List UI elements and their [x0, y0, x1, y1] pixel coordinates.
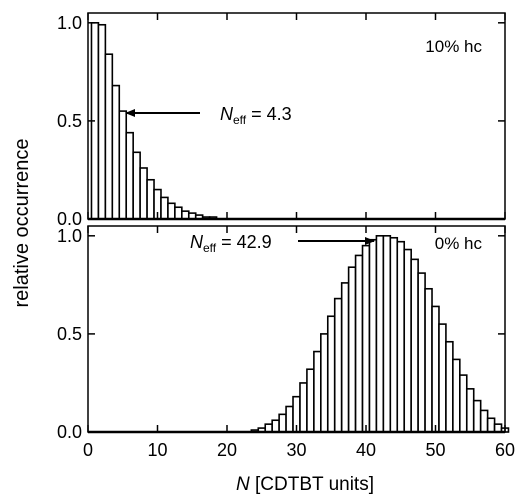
bar-top-2: [97, 23, 107, 220]
bar-top-7: [132, 151, 141, 220]
y-tick-label-bottom: 0.5: [57, 324, 82, 344]
x-tick-label: 20: [217, 440, 237, 460]
bar-bottom-41: [368, 238, 378, 433]
bottom-panel: 0.0 0.5 1.0 0 10 20 30 40 50 60 0% hc Neff = 42.9: [57, 225, 515, 460]
bar-bottom-51: [438, 323, 447, 433]
bar-bottom-37: [340, 282, 350, 433]
bar-bottom-31: [299, 382, 308, 433]
y-tick-label-top: 0.0: [57, 209, 82, 229]
bar-bottom-34: [320, 333, 329, 433]
y-tick-label-bottom: 1.0: [57, 226, 82, 246]
y-axis-label: relative occurrence: [11, 139, 33, 308]
top-panel: 0.0 0.5 1.0 10% hc Neff = 4.3: [57, 12, 506, 229]
bar-bottom-36: [333, 297, 343, 433]
bar-bottom-39: [354, 254, 364, 433]
x-axis-label-units: [CDTBT units]: [250, 474, 374, 495]
annotation-subscript: eff: [203, 241, 217, 255]
annotation-top: Neff = 4.3: [220, 104, 292, 127]
bar-bottom-33: [313, 350, 322, 433]
annotation-symbol: N: [190, 232, 204, 252]
annotation-symbol: N: [220, 104, 234, 124]
bar-bottom-48: [417, 272, 426, 433]
y-tick-label-bottom: 0.0: [57, 422, 82, 442]
annotation-subscript: eff: [233, 113, 247, 127]
y-tick-label-top: 1.0: [57, 13, 82, 33]
bar-top-3: [104, 53, 114, 220]
bar-bottom-52: [445, 340, 454, 433]
bar-top-4: [111, 84, 121, 220]
bar-bottom-58: [486, 417, 496, 433]
bar-bottom-54: [459, 374, 468, 433]
annotation-value: = 42.9: [216, 232, 272, 252]
bar-bottom-32: [306, 368, 315, 433]
x-tick-label: 60: [495, 440, 515, 460]
bar-bottom-44: [389, 236, 399, 433]
bar-bottom-27: [271, 419, 280, 433]
bar-bottom-43: [382, 235, 392, 433]
panel-label-top: 10% hc: [425, 37, 482, 56]
bar-bottom-42: [375, 235, 385, 433]
panel-label-bottom: 0% hc: [435, 234, 483, 253]
bar-bottom-35: [326, 315, 336, 433]
bar-bottom-38: [347, 266, 357, 433]
bar-bottom-55: [465, 388, 475, 433]
annotation-bottom: Neff = 42.9: [190, 232, 272, 255]
x-tick-label: 40: [356, 440, 376, 460]
bar-bottom-29: [285, 405, 294, 433]
x-tick-label: 0: [83, 440, 93, 460]
bar-bottom-40: [361, 244, 371, 433]
x-tick-label: 50: [425, 440, 445, 460]
bar-top-5: [118, 110, 128, 220]
bar-bottom-28: [278, 413, 287, 433]
bar-top-11: [160, 196, 169, 220]
bar-top-6: [125, 131, 134, 220]
x-axis-label-variable: N: [236, 474, 250, 495]
bar-bottom-46: [403, 248, 412, 433]
annotation-value: = 4.3: [246, 104, 292, 124]
bar-bottom-45: [396, 240, 406, 433]
bar-top-9: [146, 178, 155, 220]
bar-bottom-57: [479, 409, 489, 433]
bar-top-13: [174, 206, 183, 220]
bar-bottom-49: [424, 287, 433, 433]
bar-bottom-56: [472, 399, 482, 433]
x-tick-label: 10: [147, 440, 167, 460]
x-axis-label: N [CDTBT units]: [236, 474, 374, 495]
bar-bottom-53: [452, 358, 461, 433]
bar-bottom-50: [431, 305, 440, 433]
bar-top-8: [139, 167, 148, 220]
bar-bottom-47: [410, 258, 419, 433]
x-tick-label: 30: [286, 440, 306, 460]
bar-top-12: [167, 202, 176, 220]
y-tick-label-top: 0.5: [57, 111, 82, 131]
